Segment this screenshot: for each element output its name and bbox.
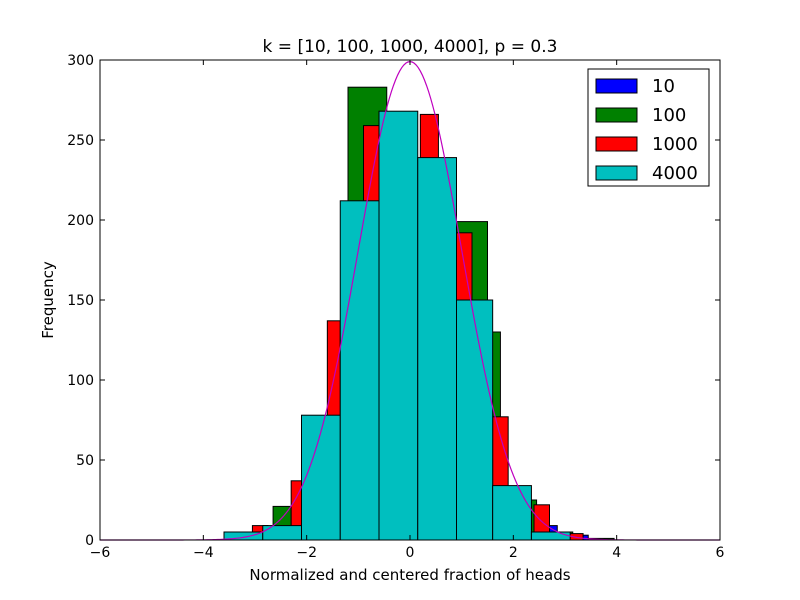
y-tick-label: 100	[67, 373, 94, 389]
legend-label-10: 10	[652, 76, 675, 97]
ticks-layer: −6 −4 −2 0 2 4 6 0 50 100 150 200 250 300	[67, 53, 724, 561]
y-tick-label: 0	[85, 533, 94, 549]
legend-swatch-100	[595, 107, 638, 123]
y-tick-label: 150	[67, 293, 94, 309]
y-tick-label: 50	[76, 453, 94, 469]
bar-4000	[339, 200, 380, 541]
legend-swatch-4000	[595, 165, 638, 181]
legend-swatch-10	[595, 78, 638, 94]
y-tick-label: 300	[67, 53, 94, 69]
y-tick-label: 250	[67, 133, 94, 149]
series-4000	[223, 110, 571, 541]
legend-swatch-1000	[595, 136, 638, 152]
bar-4000	[378, 110, 419, 541]
bar-4000	[492, 485, 532, 541]
chart-title: k = [10, 100, 1000, 4000], p = 0.3	[263, 37, 558, 57]
bars-layer	[223, 86, 615, 541]
x-tick-label: −6	[90, 545, 111, 561]
bar-4000	[301, 414, 341, 541]
x-tick-label: 6	[716, 545, 725, 561]
x-tick-label: 2	[509, 545, 518, 561]
x-tick-label: −4	[193, 545, 214, 561]
x-tick-label: −2	[296, 545, 317, 561]
bar-4000	[456, 299, 494, 541]
y-axis-title: Frequency	[39, 261, 57, 339]
x-tick-label: 4	[612, 545, 621, 561]
y-tick-label: 200	[67, 213, 94, 229]
legend-label-1000: 1000	[652, 134, 698, 155]
x-tick-label: 0	[406, 545, 415, 561]
bar-4000	[530, 531, 571, 541]
legend-label-4000: 4000	[652, 163, 698, 184]
bar-4000	[262, 525, 302, 541]
x-axis-title: Normalized and centered fraction of head…	[249, 566, 570, 584]
legend-label-100: 100	[652, 105, 686, 126]
bar-4000	[417, 157, 457, 541]
legend: 10 100 1000 4000	[587, 68, 710, 187]
